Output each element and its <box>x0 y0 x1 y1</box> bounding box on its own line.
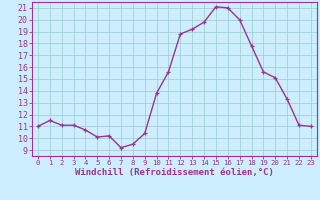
X-axis label: Windchill (Refroidissement éolien,°C): Windchill (Refroidissement éolien,°C) <box>75 168 274 177</box>
